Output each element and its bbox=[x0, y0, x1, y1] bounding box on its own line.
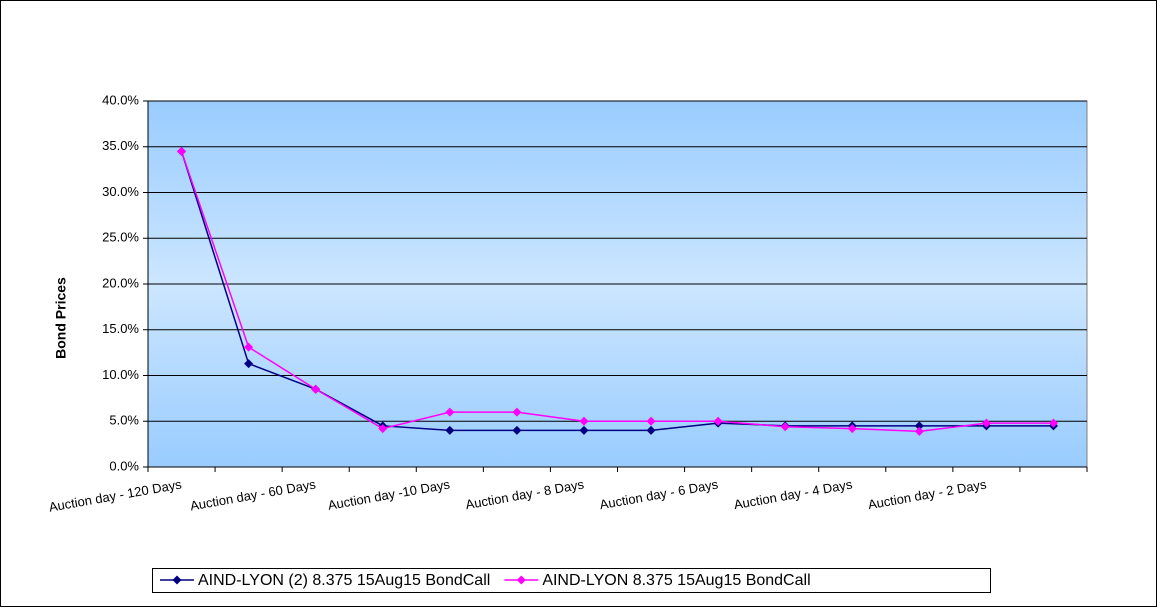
marker bbox=[445, 407, 455, 417]
legend-label: AIND-LYON 8.375 15Aug15 BondCall bbox=[542, 572, 810, 589]
marker bbox=[1048, 418, 1058, 428]
marker bbox=[512, 407, 522, 417]
marker bbox=[981, 418, 991, 428]
y-tick-label: 10.0% bbox=[102, 367, 139, 382]
marker bbox=[445, 425, 455, 435]
y-tick-label: 25.0% bbox=[102, 230, 139, 245]
legend-label: AIND-LYON (2) 8.375 15Aug15 BondCall bbox=[198, 572, 490, 589]
marker bbox=[378, 424, 388, 434]
y-axis-label: Bond Prices bbox=[53, 277, 69, 359]
y-tick-label: 30.0% bbox=[102, 184, 139, 199]
y-tick-label: 20.0% bbox=[102, 275, 139, 290]
marker bbox=[914, 421, 924, 431]
y-tick-label: 40.0% bbox=[102, 92, 139, 107]
marker bbox=[646, 416, 656, 426]
marker bbox=[914, 426, 924, 436]
legend-marker bbox=[172, 575, 182, 585]
y-tick-label: 5.0% bbox=[109, 413, 139, 428]
marker bbox=[244, 342, 254, 352]
marker bbox=[579, 425, 589, 435]
legend-box bbox=[152, 568, 991, 593]
y-tick-label: 35.0% bbox=[102, 138, 139, 153]
legend-marker bbox=[516, 575, 526, 585]
marker bbox=[311, 384, 321, 394]
marker bbox=[780, 422, 790, 432]
marker bbox=[646, 425, 656, 435]
y-tick-label: 0.0% bbox=[109, 458, 139, 473]
marker bbox=[244, 359, 254, 369]
y-tick-label: 15.0% bbox=[102, 321, 139, 336]
marker bbox=[713, 416, 723, 426]
marker bbox=[847, 424, 857, 434]
series-line bbox=[180, 151, 1054, 433]
marker bbox=[177, 146, 187, 156]
marker bbox=[579, 416, 589, 426]
marker bbox=[512, 425, 522, 435]
